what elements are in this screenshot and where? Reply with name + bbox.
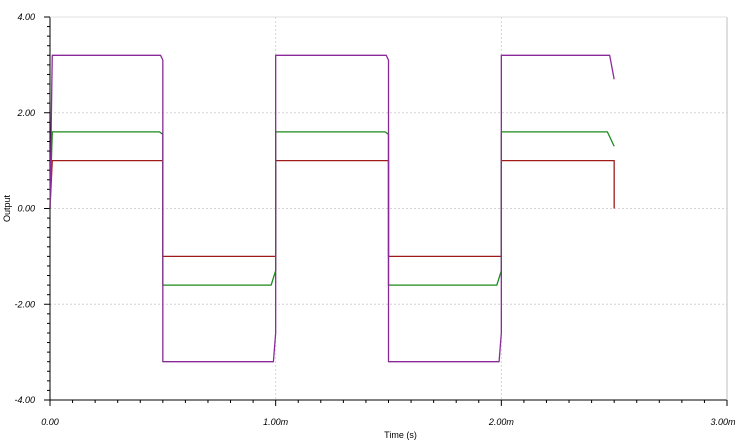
x-tick-label: 0.00 (41, 417, 59, 427)
x-axis-title: Time (s) (384, 430, 417, 440)
x-tick-label: 2.00m (488, 417, 515, 427)
x-tick-label: 3.00m (710, 417, 736, 427)
y-tick-label: 4.00 (17, 12, 35, 22)
y-tick-label: 0.00 (17, 204, 35, 214)
series-line-1 (49, 159, 615, 258)
series-line-3 (49, 54, 615, 363)
x-tick-label: 1.00m (263, 417, 289, 427)
y-tick-label: 2.00 (16, 108, 35, 118)
y-axis-title: Output (2, 194, 12, 222)
y-tick-label: -4.00 (14, 395, 35, 405)
y-tick-label: -2.00 (14, 299, 35, 309)
